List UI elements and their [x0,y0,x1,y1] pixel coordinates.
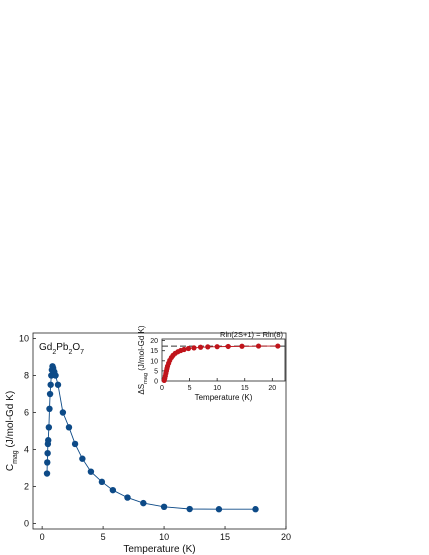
text-part: ΔS [137,384,146,395]
data-point [87,468,95,475]
y-tick-label: 0 [154,378,158,385]
y-tick-label: 5 [154,368,158,375]
text-part: Gd [39,342,52,353]
x-tick-label: 15 [220,532,230,542]
data-point [275,343,281,349]
data-point [46,405,53,413]
y-tick-label: 10 [150,358,158,365]
x-tick-label: 10 [213,385,221,392]
y-tick-label: 10 [19,334,29,344]
x-tick-label: 0 [160,385,164,392]
y-tick-label: 2 [24,482,29,492]
data-point [43,470,51,477]
text-part: (J/mol-Gd K) [137,325,146,373]
data-point [252,506,259,513]
y-tick-label: 15 [150,348,158,355]
text-part: C [5,464,16,471]
y-tick-label: 20 [150,338,158,345]
subscript: 7 [80,349,84,356]
y-tick-label: 6 [24,408,29,418]
data-point [54,381,62,388]
x-axis-label: Temperature (K) [195,393,253,402]
x-tick-label: 5 [188,385,192,392]
x-axis-label: Temperature (K) [123,544,195,555]
axes-frame [161,338,286,382]
y-tick-label: 4 [24,445,29,455]
data-point [225,343,231,350]
x-tick-label: 0 [40,532,45,542]
data-point [198,344,204,350]
subscript: mag [12,450,19,464]
x-tick-label: 20 [281,532,291,542]
y-axis-label: Cmag (J/mol-Gd K) [5,391,19,471]
y-axis-label: ΔSmag (J/mol-Gd K) [137,325,149,394]
data-point [59,409,67,416]
data-point [47,381,54,388]
subscript: mag [143,373,149,384]
x-tick-label: 10 [159,532,169,542]
x-tick-label: 15 [241,385,249,392]
data-point [215,506,223,513]
data-point [140,499,147,507]
data-point [181,346,187,353]
data-point [160,503,168,511]
text-part: (J/mol-Gd K) [5,391,16,450]
data-point [45,437,52,444]
data-point [44,449,51,457]
data-point [186,505,193,513]
data-point [214,344,220,350]
annotation: Rln(2S+1) = Rln(8) [220,330,283,339]
chart-title: Gd2Pb2O7 [39,342,84,356]
data-point [45,424,53,431]
text-part: Pb [56,342,69,353]
subscript: 2 [52,349,56,356]
data-point [191,345,197,351]
data-point [52,372,59,379]
data-point [98,478,106,486]
data-point [71,440,79,448]
data-point [65,424,73,431]
data-point [205,344,211,350]
x-tick-label: 5 [101,532,106,542]
data-point [79,455,86,462]
data-point [109,486,117,494]
x-tick-label: 20 [268,385,276,392]
subscript: 2 [68,349,72,356]
text-part: O [72,342,80,353]
y-tick-label: 8 [24,371,29,381]
data-point [46,390,54,398]
data-point [124,494,131,501]
data-point [255,343,262,349]
data-point [239,343,245,349]
data-point [44,459,51,466]
y-tick-label: 0 [24,519,29,529]
data-point [185,345,192,352]
